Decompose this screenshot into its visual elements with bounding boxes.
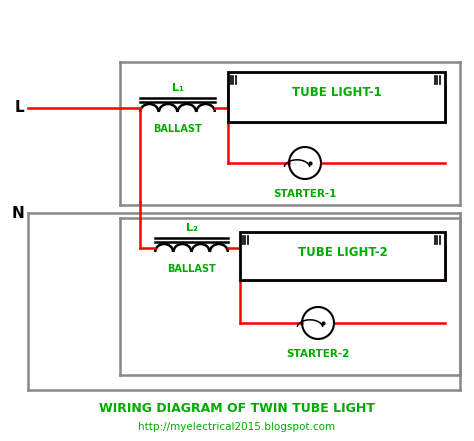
Text: WIRING DIAGRAM OF TWIN TUBE LIGHT: WIRING DIAGRAM OF TWIN TUBE LIGHT [99, 401, 375, 415]
Text: BALLAST: BALLAST [167, 264, 216, 274]
Text: http://myelectrical2015.blogspot.com: http://myelectrical2015.blogspot.com [138, 422, 336, 432]
Text: TUBE LIGHT-1: TUBE LIGHT-1 [292, 86, 382, 100]
Bar [228, 72, 445, 122]
Text: L₁: L₁ [172, 83, 183, 93]
Text: L: L [14, 101, 24, 116]
Text: N: N [11, 206, 24, 220]
Text: STARTER-1: STARTER-1 [273, 189, 337, 199]
Text: BALLAST: BALLAST [153, 124, 202, 134]
Text: L₂: L₂ [185, 223, 198, 233]
Text: STARTER-2: STARTER-2 [286, 349, 350, 359]
Bar [240, 232, 445, 280]
Text: TUBE LIGHT-2: TUBE LIGHT-2 [298, 246, 387, 258]
